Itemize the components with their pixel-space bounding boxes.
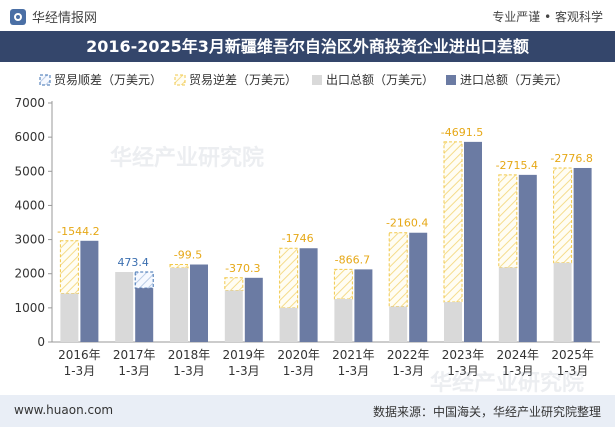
legend-label: 贸易顺差（万美元） (54, 73, 162, 87)
export-bar (115, 272, 134, 342)
export-bar (498, 267, 517, 342)
import-bar (299, 248, 318, 342)
data-label: -1746 (282, 232, 314, 245)
brand-name: 华经情报网 (32, 11, 98, 26)
export-bar (444, 302, 462, 342)
x-tick-label: 2020年 (277, 348, 320, 362)
data-label: 473.4 (117, 256, 149, 269)
deficit-bar (169, 264, 189, 269)
x-tick-label: 1-3月 (283, 364, 315, 378)
export-bar (389, 306, 408, 342)
deficit-bar (279, 247, 299, 309)
y-tick-label: 2000 (14, 267, 45, 281)
import-bar (135, 288, 154, 342)
legend-swatch (312, 75, 322, 85)
import-bar (518, 174, 537, 342)
data-label: -2776.8 (550, 152, 592, 165)
export-bar (224, 290, 243, 342)
x-tick-label: 2021年 (332, 348, 375, 362)
data-label: -2160.4 (386, 217, 428, 230)
y-tick-label: 4000 (14, 198, 45, 212)
data-label: -866.7 (335, 253, 370, 266)
slogan: 专业严谨 • 客观科学 (492, 10, 603, 24)
logo-icon (10, 8, 26, 25)
data-label: -99.5 (174, 249, 202, 262)
bars: -1544.2 473.4 -99.5 -370.3 -1746 -866.7 -2160.… (57, 126, 593, 342)
legend-swatch (39, 74, 51, 86)
x-tick-label: 2023年 (442, 348, 485, 362)
import-bar (190, 264, 208, 342)
x-tick-label: 1-3月 (64, 364, 96, 378)
deficit-bar (443, 141, 463, 303)
data-label: -4691.5 (441, 126, 483, 139)
x-tick-label: 2024年 (497, 348, 540, 362)
x-tick-label: 2018年 (168, 348, 211, 362)
x-axis: 2016年 1-3月 2017年 1-3月 2018年 1-3月 2019年 1-3月 2020… (58, 348, 594, 378)
deficit-bar (498, 174, 518, 269)
x-tick-label: 1-3月 (557, 364, 589, 378)
data-label: -2715.4 (496, 159, 538, 172)
data-label: -370.3 (225, 262, 260, 275)
footer: www.huaon.com 数据来源：中国海关，华经产业研究院整理 (0, 395, 615, 427)
y-tick-label: 7000 (14, 96, 45, 110)
chart-plot: 贸易顺差（万美元） 贸易逆差（万美元） 出口总额（万美元） 进口总额（万美元） 0 10… (14, 72, 600, 378)
x-tick-label: 1-3月 (228, 364, 260, 378)
top-bar: 华经情报网 专业严谨 • 客观科学 (0, 0, 615, 30)
import-bar (80, 240, 99, 342)
x-tick-label: 2019年 (223, 348, 266, 362)
y-axis: 0 1000 2000 3000 4000 5000 6000 7000 (14, 96, 600, 349)
legend-label: 出口总额（万美元） (326, 73, 434, 87)
surplus-bar (134, 271, 154, 289)
export-bar (60, 293, 79, 342)
x-tick-label: 1-3月 (338, 364, 370, 378)
x-tick-label: 1-3月 (118, 364, 150, 378)
legend-swatch (446, 75, 456, 85)
footer-site: www.huaon.com (14, 403, 114, 417)
brand: 华经情报网 (10, 7, 97, 26)
chart-title: 2016-2025年3月新疆维吾尔自治区外商投资企业进出口差额 (0, 31, 615, 62)
legend-label: 进口总额（万美元） (460, 73, 568, 87)
footer-source: 数据来源：中国海关，华经产业研究院整理 (372, 405, 601, 419)
x-tick-label: 1-3月 (392, 364, 424, 378)
x-tick-label: 2016年 (58, 348, 101, 362)
x-tick-label: 2025年 (551, 348, 594, 362)
deficit-bar (333, 268, 353, 300)
y-tick-label: 0 (37, 335, 45, 349)
import-bar (409, 232, 428, 342)
y-tick-label: 6000 (14, 130, 45, 144)
x-tick-label: 2022年 (387, 348, 430, 362)
deficit-bar (59, 240, 79, 295)
export-bar (553, 262, 572, 342)
x-tick-label: 2017年 (113, 348, 156, 362)
import-bar (464, 141, 482, 342)
y-tick-label: 5000 (14, 164, 45, 178)
import-bar (573, 167, 592, 342)
legend-swatch (174, 74, 186, 86)
x-tick-label: 1-3月 (173, 364, 205, 378)
x-tick-label: 1-3月 (447, 364, 479, 378)
deficit-bar (553, 167, 573, 264)
legend-label: 贸易逆差（万美元） (189, 72, 297, 87)
import-bar (354, 269, 373, 342)
y-tick-label: 1000 (14, 301, 45, 315)
import-bar (244, 277, 263, 342)
deficit-bar (224, 277, 244, 291)
x-tick-label: 1-3月 (502, 364, 534, 378)
legend: 贸易顺差（万美元） 贸易逆差（万美元） 出口总额（万美元） 进口总额（万美元） (39, 72, 568, 87)
export-bar (279, 307, 298, 342)
export-bar (334, 298, 353, 342)
data-label: -1544.2 (57, 225, 99, 238)
y-tick-label: 3000 (14, 233, 45, 247)
export-bar (170, 267, 188, 342)
deficit-bar (388, 232, 408, 307)
